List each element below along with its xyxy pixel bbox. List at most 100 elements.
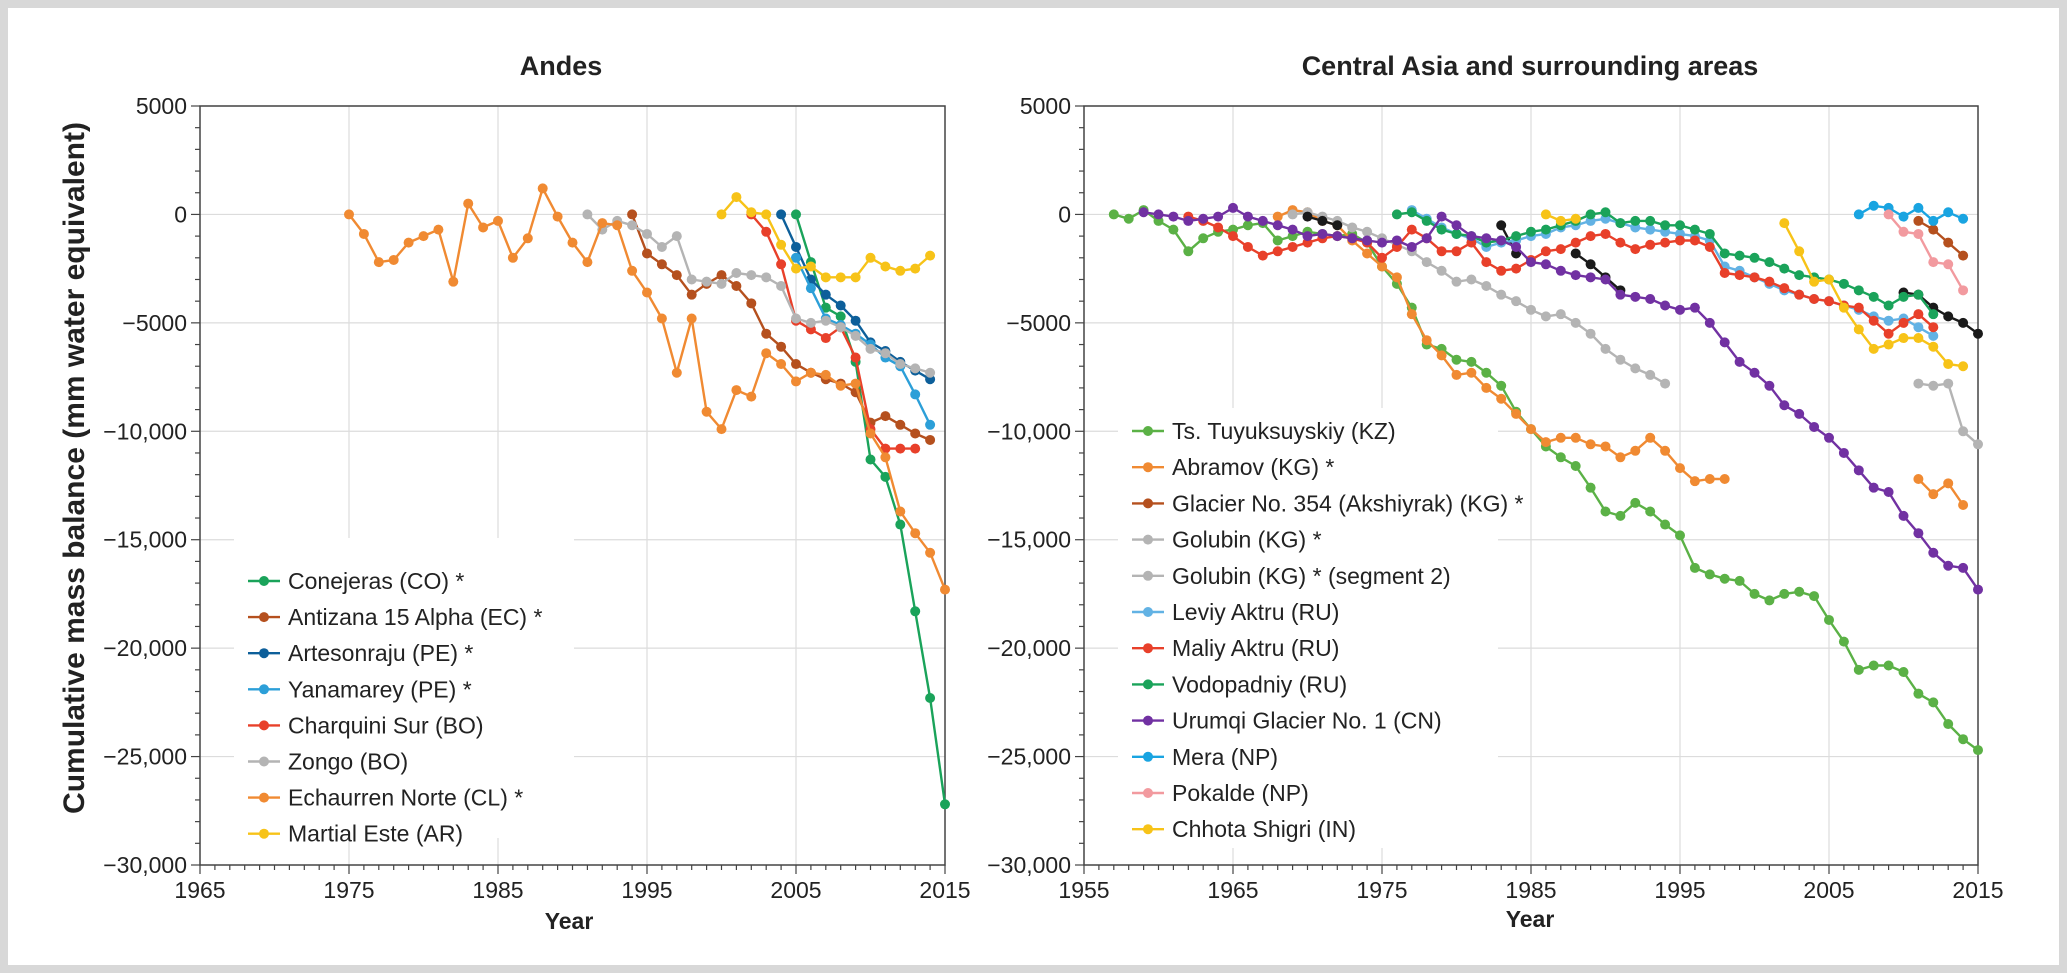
data-point xyxy=(1868,660,1879,671)
data-point xyxy=(1570,270,1581,281)
data-point xyxy=(1675,530,1685,541)
data-point xyxy=(1675,463,1685,474)
data-point xyxy=(1108,209,1119,220)
data-point xyxy=(1809,294,1820,305)
data-point xyxy=(1764,276,1775,287)
legend-item: Artesonraju (PE) * xyxy=(248,640,473,666)
data-point xyxy=(895,265,906,276)
data-point xyxy=(1689,302,1700,313)
andes-panel: 1965 1975 1985 1995 2005 2015 5000 0 −5000 −10,00… xyxy=(103,93,970,903)
data-point xyxy=(373,257,384,268)
data-point xyxy=(656,241,667,252)
series-line xyxy=(750,213,916,450)
legend-label: Conejeras (CO) * xyxy=(288,568,464,594)
data-point xyxy=(791,313,801,324)
series-line xyxy=(1411,209,1934,337)
y-tick-label: 0 xyxy=(174,201,187,227)
data-point xyxy=(1689,235,1700,246)
legend-background xyxy=(1118,408,1498,848)
data-point xyxy=(1943,560,1954,571)
data-point xyxy=(1242,211,1253,222)
legend-item: Abramov (KG) * xyxy=(1132,454,1334,480)
data-point xyxy=(448,276,459,287)
data-point xyxy=(1928,380,1939,391)
data-point xyxy=(910,389,921,400)
data-point xyxy=(1928,257,1939,268)
y-axis-title: Cumulative mass balance (mm water equiva… xyxy=(58,122,91,814)
data-point xyxy=(910,428,921,439)
data-point xyxy=(850,330,861,341)
data-point xyxy=(463,198,474,209)
data-point xyxy=(761,226,772,237)
data-point xyxy=(1794,289,1805,300)
data-point xyxy=(1913,309,1924,320)
data-point xyxy=(1630,291,1641,302)
data-point xyxy=(1615,237,1626,248)
data-point xyxy=(820,333,831,344)
data-point xyxy=(1719,573,1730,584)
data-point xyxy=(746,298,757,309)
legend-item: Pokalde (NP) xyxy=(1132,780,1309,806)
data-point xyxy=(835,272,846,283)
data-point xyxy=(1496,393,1507,404)
data-point xyxy=(1689,562,1700,573)
data-point xyxy=(656,313,667,324)
legend-item: Vodopadniy (RU) xyxy=(1132,671,1347,697)
data-point xyxy=(1526,257,1536,268)
data-point xyxy=(1913,322,1924,333)
data-point xyxy=(895,519,906,530)
x-axis-title-central-asia: Year xyxy=(1506,906,1555,932)
data-point xyxy=(627,220,638,231)
data-point xyxy=(686,289,697,300)
data-point xyxy=(865,252,876,263)
legend-swatch-marker xyxy=(259,648,269,659)
data-point xyxy=(1898,666,1909,677)
y-tick-label: −20,000 xyxy=(987,635,1071,661)
data-point xyxy=(1555,432,1566,443)
data-point xyxy=(671,231,682,242)
data-point xyxy=(627,265,638,276)
data-point xyxy=(1421,257,1432,268)
data-point xyxy=(1779,283,1790,294)
data-point xyxy=(1645,224,1656,235)
y-tick-label: −15,000 xyxy=(103,527,187,553)
data-point xyxy=(1496,235,1507,246)
central-asia-panel: 1955 1965 1975 1985 1995 2005 2015 5000 0 −5000 −1… xyxy=(987,93,2003,903)
data-point xyxy=(1347,222,1358,233)
data-point xyxy=(895,443,906,454)
data-point xyxy=(1868,200,1879,211)
x-tick-label: 1995 xyxy=(1654,877,1705,903)
data-point xyxy=(1943,359,1954,370)
legend-label: Ts. Tuyuksuyskiy (KZ) xyxy=(1172,418,1396,444)
series-line xyxy=(1574,252,1622,292)
data-point xyxy=(1689,476,1700,487)
y-tick-label: −5000 xyxy=(122,310,187,336)
data-point xyxy=(1883,487,1894,498)
series-line xyxy=(1918,382,1979,446)
data-point xyxy=(716,209,727,220)
data-point xyxy=(1377,237,1387,248)
data-point xyxy=(1660,300,1671,311)
data-point xyxy=(478,222,489,233)
data-point xyxy=(805,367,816,378)
data-point xyxy=(1764,595,1775,606)
legend-swatch-marker xyxy=(259,828,269,839)
data-point xyxy=(1883,660,1894,671)
y-tick-label: −15,000 xyxy=(987,527,1071,553)
legend-swatch-marker xyxy=(1143,426,1153,436)
data-point xyxy=(1958,250,1969,261)
data-point xyxy=(1570,248,1581,259)
data-point xyxy=(1883,328,1894,339)
data-point xyxy=(1853,285,1864,296)
data-point xyxy=(1913,202,1924,213)
data-point xyxy=(1749,588,1760,599)
data-point xyxy=(1779,400,1790,411)
data-point xyxy=(1600,343,1611,354)
data-point xyxy=(1213,211,1224,222)
legend-swatch-marker xyxy=(1143,824,1153,835)
data-point xyxy=(1704,317,1715,328)
data-point xyxy=(1794,586,1805,597)
data-point xyxy=(642,248,652,259)
data-point xyxy=(761,328,772,339)
x-tick-label: 1975 xyxy=(1356,877,1407,903)
